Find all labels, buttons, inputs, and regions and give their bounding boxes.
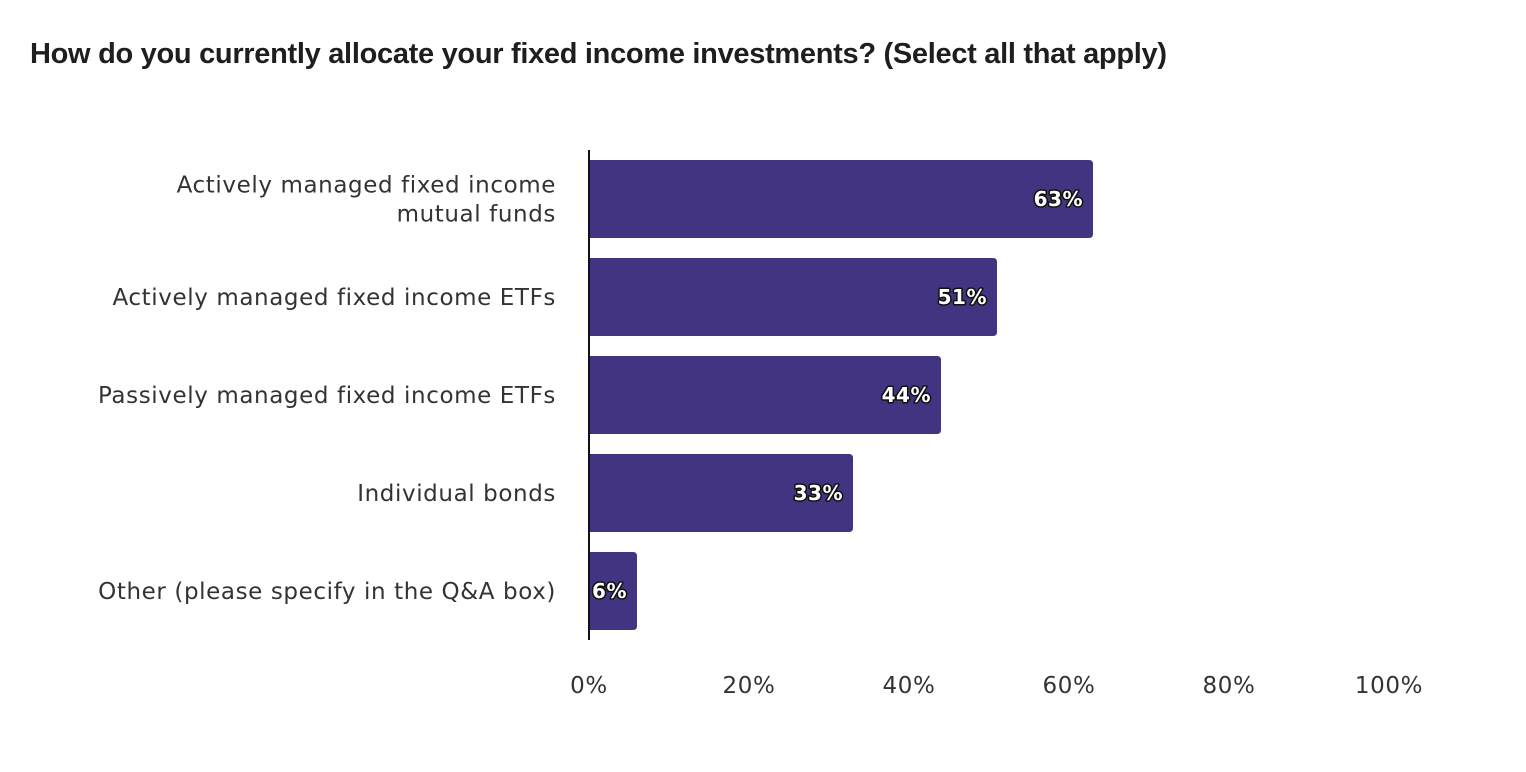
x-tick-label: 40%: [883, 673, 936, 699]
category-label-line: Actively managed fixed income: [177, 173, 556, 199]
bar-labels-layer: 63% 51% 44% 33% 6%: [591, 186, 1084, 605]
category-label: Actively managed fixed income mutual fund…: [177, 173, 556, 228]
bar: [589, 454, 853, 532]
category-label-line: Actively managed fixed income ETFs: [113, 285, 557, 311]
x-tick-label: 100%: [1355, 673, 1423, 699]
category-label: Other (please specify in the Q&A box): [98, 579, 556, 605]
x-tick-label: 80%: [1203, 673, 1256, 699]
bar: [589, 258, 997, 336]
x-tick-label: 60%: [1043, 673, 1096, 699]
chart-title: How do you currently allocate your fixed…: [30, 38, 1167, 70]
bar-value-label: 63%: [1034, 187, 1083, 211]
bar-value-label: 51%: [938, 285, 987, 309]
bars-layer: [589, 160, 1093, 630]
category-label-line: Passively managed fixed income ETFs: [98, 383, 556, 409]
category-label: Individual bonds: [357, 481, 556, 507]
category-label-line: Other (please specify in the Q&A box): [98, 579, 556, 605]
category-label-line: mutual funds: [397, 202, 556, 228]
bar: [589, 552, 637, 630]
category-label: Actively managed fixed income ETFs: [113, 285, 557, 311]
bar-value-label: 33%: [794, 481, 843, 505]
category-label-line: Individual bonds: [357, 481, 556, 507]
bar-value-label: 44%: [882, 383, 931, 407]
x-tick-label: 20%: [723, 673, 776, 699]
bar-value-label: 6%: [592, 579, 627, 603]
bar: [589, 160, 1093, 238]
category-label: Passively managed fixed income ETFs: [98, 383, 556, 409]
bar: [589, 356, 941, 434]
x-axis-ticks-layer: 0% 20% 40% 60% 80% 100%: [570, 673, 1423, 699]
category-labels-layer: Actively managed fixed income mutual fund…: [98, 173, 557, 606]
x-tick-label: 0%: [570, 673, 608, 699]
